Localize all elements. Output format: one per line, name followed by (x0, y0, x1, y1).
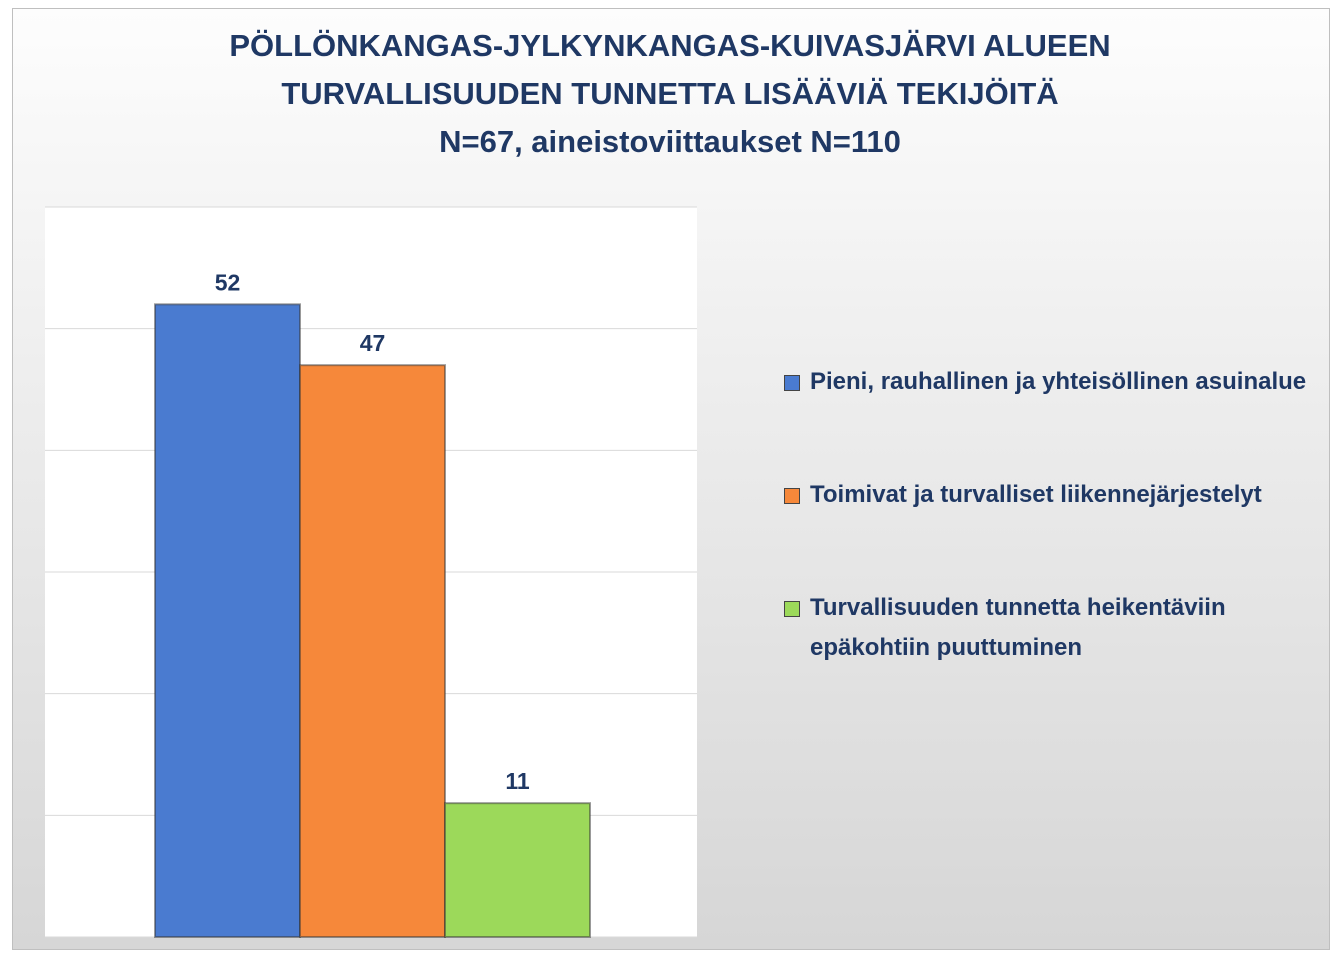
data-label: 47 (360, 330, 386, 356)
legend-swatch (784, 601, 800, 617)
legend-label: Turvallisuuden tunnetta heikentäviin epä… (810, 594, 1226, 661)
bar (444, 802, 591, 939)
legend-entry: Pieni, rauhallinen ja yhteisöllinen asui… (772, 362, 1330, 402)
legend-swatch (784, 488, 800, 504)
legend-label: Toimivat ja turvalliset liikennejärjeste… (810, 481, 1262, 508)
chart-title: PÖLLÖNKANGAS-JYLKYNKANGAS-KUIVASJÄRVI AL… (229, 28, 1111, 159)
legend-swatch (784, 375, 800, 391)
bar (154, 303, 301, 939)
data-label: 11 (505, 768, 530, 794)
legend-label: Pieni, rauhallinen ja yhteisöllinen asui… (810, 368, 1307, 395)
data-label: 52 (215, 269, 241, 295)
legend: Pieni, rauhallinen ja yhteisöllinen asui… (772, 362, 1332, 741)
legend-entry: Turvallisuuden tunnetta heikentäviin epä… (772, 588, 1330, 668)
legend-entry: Toimivat ja turvalliset liikennejärjeste… (772, 475, 1330, 515)
bar (299, 364, 446, 938)
